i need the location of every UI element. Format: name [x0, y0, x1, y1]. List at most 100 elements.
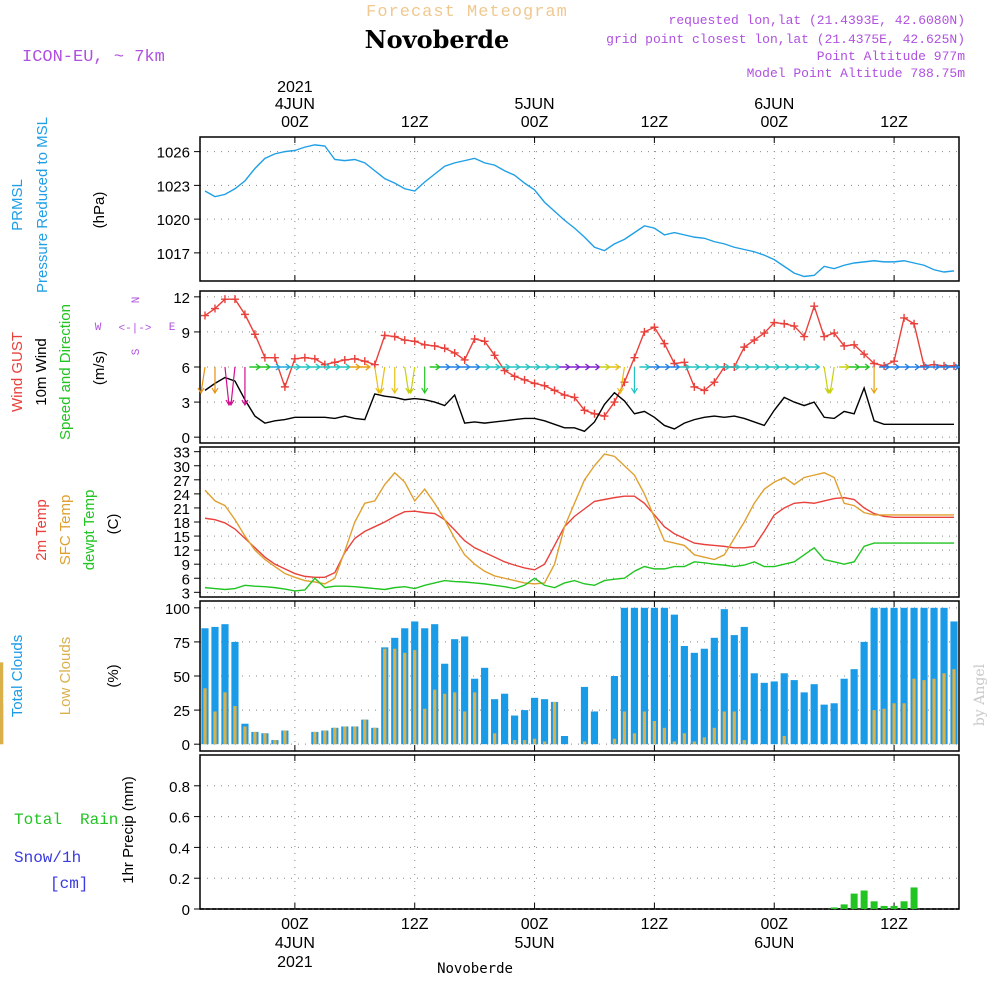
wind-arrow — [569, 363, 581, 371]
cloud-bar — [740, 626, 748, 745]
gust-marker — [580, 406, 589, 415]
wind-arrow — [609, 363, 621, 371]
y-tick-label: 50 — [173, 669, 190, 686]
gust-marker — [210, 304, 219, 313]
cloud-bar — [582, 741, 587, 745]
bottom-tick-hour: 12Z — [641, 916, 669, 933]
cloud-bar — [461, 636, 469, 745]
wind-arrow — [377, 366, 386, 395]
cloud-bar — [203, 688, 207, 745]
gust-marker — [390, 332, 399, 341]
info-line-1: requested lon,lat (21.4393E, 42.6080N) — [669, 13, 965, 28]
cloud-bar — [213, 711, 217, 745]
y-tick-label: 3 — [182, 585, 190, 602]
y-tick-label: 3 — [182, 395, 190, 412]
gust-marker — [470, 334, 479, 343]
gust-marker — [330, 358, 339, 367]
wind-arrow — [769, 363, 781, 371]
y-tick-label: 0.4 — [169, 840, 190, 857]
compass-s: S — [131, 348, 143, 355]
clouds-label-total: Total Clouds — [9, 635, 26, 718]
top-tick-hour: 00Z — [760, 114, 788, 131]
grid — [200, 137, 959, 281]
wind-arrow — [899, 363, 911, 371]
gust-marker — [680, 358, 689, 367]
cloud-bar — [912, 678, 916, 745]
gust-marker — [450, 348, 459, 357]
wind-arrow — [630, 367, 638, 395]
cloud-bar — [652, 721, 657, 745]
cloud-bar — [672, 741, 676, 745]
cloud-bar — [473, 692, 477, 745]
cloud-bar — [942, 673, 946, 745]
bottom-tick-date: 6JUN — [754, 935, 794, 952]
y-tick-label: 0 — [182, 430, 190, 447]
cloud-bar — [373, 727, 377, 745]
gust-marker — [770, 318, 779, 327]
cloud-bar — [900, 607, 908, 745]
cloud-bar — [512, 740, 517, 745]
wind-arrow — [870, 367, 878, 395]
cloud-bar — [520, 710, 529, 745]
wind-arrow — [519, 363, 531, 371]
gust-marker — [890, 357, 899, 366]
cloud-bar — [263, 733, 267, 745]
cloud-bar — [682, 733, 686, 745]
precip-label-rain: Rain — [80, 811, 118, 829]
gust-marker — [430, 341, 439, 350]
gust-marker — [550, 386, 559, 395]
series-line-sfc-temp — [204, 453, 955, 585]
wind-arrow — [299, 363, 312, 371]
wind-label-speed: Speed and Direction — [57, 304, 74, 440]
cloud-bar — [872, 710, 876, 745]
gust-marker — [690, 382, 699, 391]
bottom-tick-year: 2021 — [277, 954, 313, 971]
wind-arrow — [224, 366, 233, 407]
cloud-bar — [233, 706, 237, 745]
cloud-bar — [662, 727, 667, 745]
y-tick-label: 27 — [173, 473, 190, 490]
cloud-bar — [201, 628, 209, 745]
wind-arrow — [659, 363, 671, 371]
precip-bar — [830, 907, 838, 909]
gust-marker — [480, 337, 489, 346]
cloud-bar — [922, 680, 926, 745]
precip-bar — [900, 901, 908, 909]
cloud-bar — [590, 711, 599, 745]
cloud-bar — [632, 733, 637, 745]
bottom-tick-hour: 00Z — [281, 916, 309, 933]
wind-arrow — [509, 363, 521, 371]
precip-label-unit: 1hr Precip (mm) — [120, 776, 137, 884]
cloud-bar — [660, 607, 668, 745]
location-name: Novoberde — [365, 25, 510, 54]
y-tick-label: 1026 — [157, 145, 190, 162]
wind-arrow — [616, 366, 626, 395]
gust-marker — [610, 398, 619, 407]
cloud-bar — [443, 693, 447, 745]
wind-arrow — [469, 363, 481, 371]
cloud-bar — [680, 646, 688, 745]
temp-label-sfc: SFC Temp — [57, 495, 74, 566]
gust-marker — [360, 357, 369, 366]
top-tick-date: 4JUN — [275, 96, 315, 113]
cloud-bar — [451, 639, 459, 745]
clouds-label-unit: (%) — [105, 664, 122, 687]
y-tick-label: 25 — [173, 703, 190, 720]
wind-arrow — [859, 363, 871, 371]
gust-marker — [420, 340, 429, 349]
wind-arrow — [849, 363, 861, 371]
wind-arrow — [839, 363, 851, 371]
y-tick-label: 12 — [173, 543, 190, 560]
cloud-bar — [423, 708, 427, 745]
info-line-2: grid point closest lon,lat (21.4375E, 42… — [606, 32, 965, 47]
gust-marker — [590, 409, 599, 418]
wind-arrow — [197, 366, 206, 395]
wind-arrow — [649, 363, 661, 371]
cloud-bar — [612, 738, 617, 745]
cloud-bar — [492, 733, 497, 745]
cloud-bar — [880, 607, 888, 745]
cloud-bar — [0, 704, 4, 745]
cloud-bar — [622, 711, 627, 745]
